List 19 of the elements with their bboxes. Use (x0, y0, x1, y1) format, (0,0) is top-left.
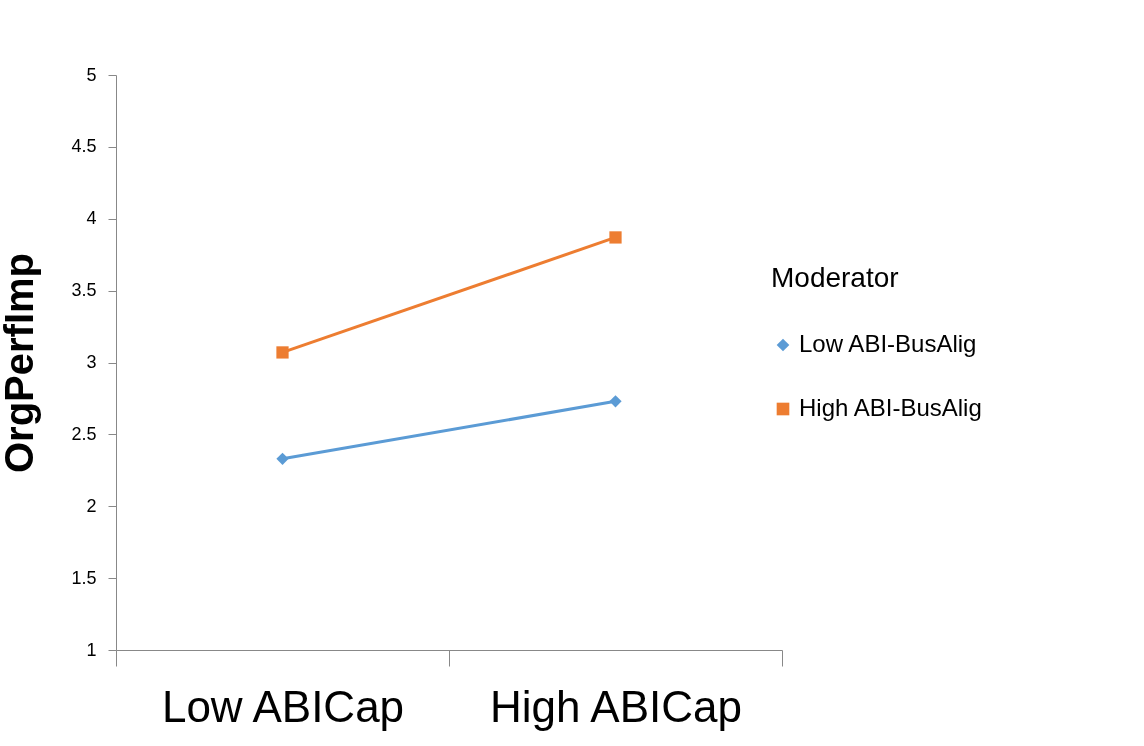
legend-label: Low ABI-BusAlig (799, 330, 977, 357)
point (609, 395, 622, 408)
y-tick-label: 2.5 (71, 423, 97, 444)
point (276, 452, 289, 465)
legend-title: Moderator (771, 262, 899, 293)
y-tick-label: 3.5 (71, 280, 97, 301)
x-tick-label: High ABICap (490, 681, 742, 731)
point (276, 346, 289, 359)
y-tick-label: 3 (86, 352, 97, 372)
y-tick-label: 1 (86, 639, 97, 660)
y-tick-label: 4.5 (71, 136, 97, 157)
y-tick-label: 1.5 (71, 567, 97, 588)
y-tick-label: 5 (86, 64, 97, 85)
y-tick-label: 2 (86, 495, 97, 516)
x-tick-label: Low ABICap (161, 681, 405, 731)
legend-label: High ABI-BusAlig (799, 394, 982, 421)
y-axis-title: OrgPerfImp (0, 252, 42, 474)
y-tick-label: 4 (86, 208, 97, 229)
point (609, 231, 622, 244)
